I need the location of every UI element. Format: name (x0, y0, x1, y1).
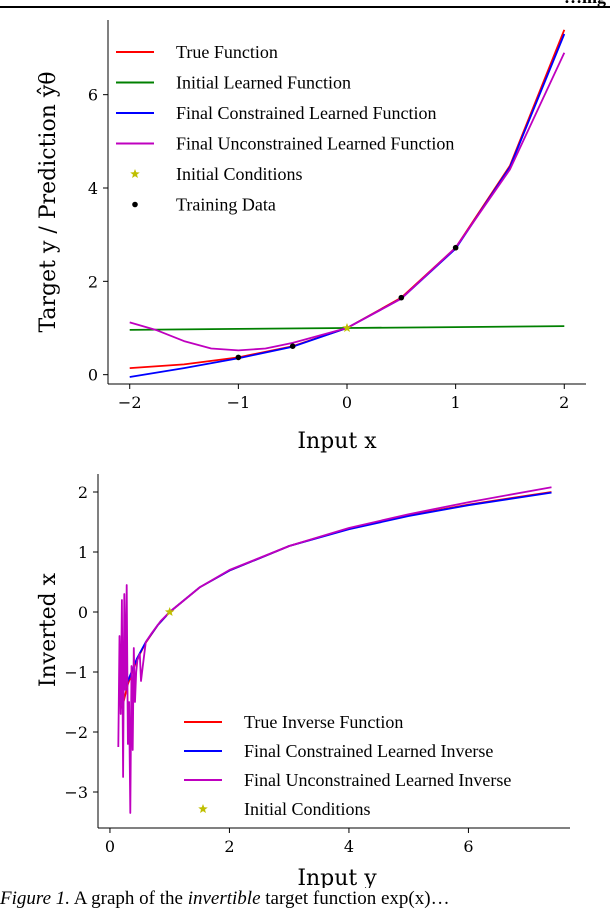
c2-y-tick-label: 1 (78, 543, 88, 562)
caption-text-after: target function exp(x)… (260, 888, 450, 909)
c1-legend-label-initial-conditions: Initial Conditions (176, 164, 303, 184)
c2-y-tick-label: −3 (64, 783, 88, 802)
c2-legend-label-final-unconstrained-learned-inverse: Final Unconstrained Learned Inverse (244, 770, 511, 790)
c1-x-tick-label: 2 (559, 393, 569, 412)
c1-y-tick-label: 4 (88, 179, 98, 198)
c2-y-ticks: −3 −2 −1 0 1 2 (64, 483, 98, 802)
c2-y-tick-label: 2 (78, 483, 88, 502)
c2-x-ticks: 0 2 4 6 (105, 828, 474, 856)
c2-line-final-unconstrained-learned-inverse (117, 486, 552, 814)
c1-legend-label-final-unconstrained-learned-function: Final Unconstrained Learned Function (176, 134, 454, 154)
c1-x-tick-label: −2 (118, 393, 142, 412)
c2-y-axis-label: Inverted x (36, 572, 61, 687)
c1-training-point (452, 244, 459, 251)
c1-y-ticks: 0 2 4 6 (88, 86, 108, 385)
caption-text-before: A graph of the (70, 888, 188, 909)
c1-y-tick-label: 6 (88, 86, 98, 105)
c1-legend-swatch-initial-conditions (130, 169, 140, 179)
c1-markers (235, 244, 459, 361)
c1-legend-label-initial-learned-function: Initial Learned Function (176, 73, 351, 93)
c2-x-tick-label: 0 (105, 837, 115, 856)
c1-y-tick-label: 2 (88, 272, 98, 291)
c1-legend-label-training-data: Training Data (176, 195, 276, 215)
c1-x-tick-label: 0 (342, 393, 352, 412)
c2-legend: True Inverse Function Final Constrained L… (184, 712, 511, 819)
c2-x-tick-label: 6 (463, 837, 473, 856)
c1-legend-label-final-constrained-learned-function: Final Constrained Learned Function (176, 103, 436, 123)
c1-legend-label-true-function: True Function (176, 42, 278, 62)
c1-training-point (235, 354, 242, 361)
figure-caption: Figure 1. A graph of the invertible targ… (0, 888, 610, 910)
c2-y-tick-label: −2 (64, 723, 88, 742)
c1-x-axis-label: Input x (297, 429, 377, 454)
c2-legend-swatch-initial-conditions (198, 804, 208, 814)
header-fragment: …ing (564, 0, 606, 8)
c1-training-point (398, 294, 405, 301)
c2-x-tick-label: 4 (344, 837, 354, 856)
c2-series-lines (117, 486, 552, 814)
c2-legend-label-final-constrained-learned-inverse: Final Constrained Learned Inverse (244, 741, 493, 761)
c2-initial-condition-star (164, 607, 175, 617)
figure-canvas: −2 −1 0 1 2 0 2 4 6 Input x Target y / Predicti… (36, 20, 586, 888)
c2-y-tick-label: −1 (64, 663, 88, 682)
c1-y-tick-label: 0 (88, 366, 98, 385)
c2-line-final-constrained-learned-inverse (119, 491, 552, 697)
c1-initial-condition-star (342, 323, 352, 333)
c1-training-point (289, 343, 296, 350)
c1-y-axis-label: Target y / Prediction ŷθ (36, 71, 61, 332)
c2-x-axis-label: Input y (297, 866, 377, 888)
chart-forward: −2 −1 0 1 2 0 2 4 6 Input x Target y / Predicti… (36, 20, 586, 454)
chart-inverse: 0 2 4 6 −3 −2 −1 0 1 2 Input y Inverted x True I… (36, 474, 570, 888)
page-header: …ing (0, 0, 610, 8)
c1-x-tick-label: 1 (451, 393, 461, 412)
c2-markers (164, 607, 175, 617)
c2-legend-label-true-inverse-function: True Inverse Function (244, 712, 403, 732)
c1-x-ticks: −2 −1 0 1 2 (118, 384, 569, 412)
c1-line-final-unconstrained-learned-function (129, 52, 566, 352)
caption-label: Figure 1. (0, 888, 71, 909)
c2-legend-label-initial-conditions: Initial Conditions (244, 799, 371, 819)
header-rule (0, 6, 610, 8)
c2-line-true-inverse-function (121, 491, 552, 709)
c2-x-tick-label: 2 (224, 837, 234, 856)
c2-y-tick-label: 0 (78, 603, 88, 622)
c1-x-tick-label: −1 (227, 393, 251, 412)
c1-legend-swatch-training-data (132, 201, 138, 208)
c1-legend: True Function Initial Learned Function Fin… (116, 42, 454, 215)
caption-emphasis: invertible (187, 888, 261, 909)
